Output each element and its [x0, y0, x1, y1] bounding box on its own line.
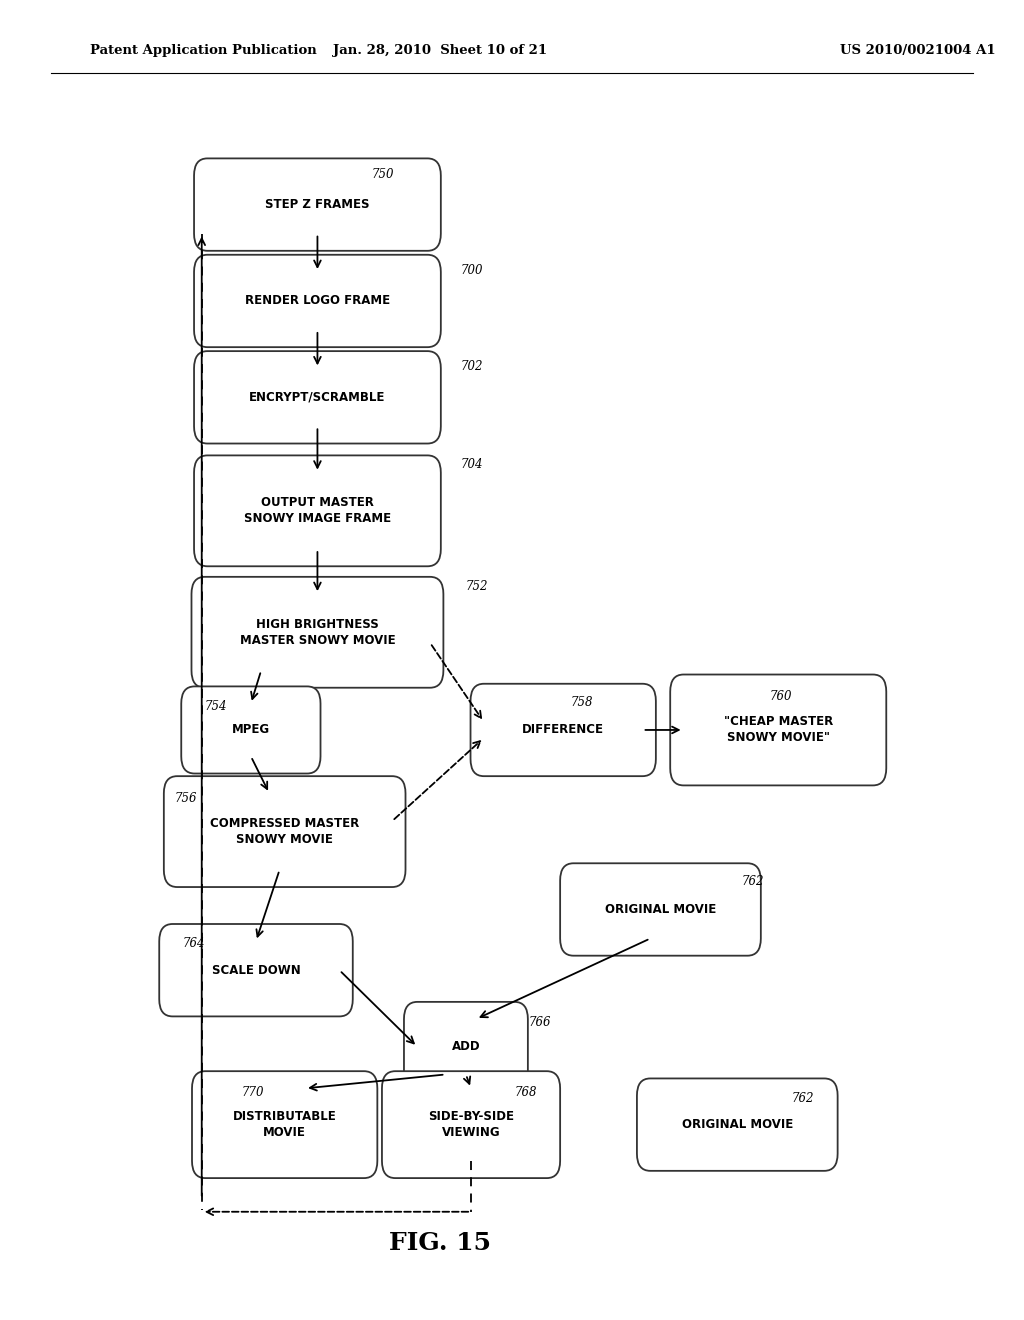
Text: "CHEAP MASTER
SNOWY MOVIE": "CHEAP MASTER SNOWY MOVIE": [724, 715, 833, 744]
Text: SCALE DOWN: SCALE DOWN: [212, 964, 300, 977]
FancyBboxPatch shape: [471, 684, 656, 776]
Text: US 2010/0021004 A1: US 2010/0021004 A1: [840, 44, 995, 57]
Text: 756: 756: [174, 792, 197, 805]
Text: 704: 704: [461, 458, 483, 471]
FancyBboxPatch shape: [195, 255, 440, 347]
Text: 770: 770: [242, 1086, 264, 1100]
Text: DIFFERENCE: DIFFERENCE: [522, 723, 604, 737]
FancyBboxPatch shape: [191, 577, 443, 688]
FancyBboxPatch shape: [560, 863, 761, 956]
Text: FIG. 15: FIG. 15: [389, 1232, 492, 1255]
Text: ORIGINAL MOVIE: ORIGINAL MOVIE: [682, 1118, 793, 1131]
Text: MPEG: MPEG: [231, 723, 270, 737]
Text: ENCRYPT/SCRAMBLE: ENCRYPT/SCRAMBLE: [249, 391, 386, 404]
Text: ADD: ADD: [452, 1040, 480, 1053]
Text: 766: 766: [528, 1016, 551, 1030]
FancyBboxPatch shape: [403, 1002, 528, 1092]
Text: 752: 752: [466, 579, 488, 593]
FancyBboxPatch shape: [159, 924, 352, 1016]
Text: HIGH BRIGHTNESS
MASTER SNOWY MOVIE: HIGH BRIGHTNESS MASTER SNOWY MOVIE: [240, 618, 395, 647]
Text: RENDER LOGO FRAME: RENDER LOGO FRAME: [245, 294, 390, 308]
Text: COMPRESSED MASTER
SNOWY MOVIE: COMPRESSED MASTER SNOWY MOVIE: [210, 817, 359, 846]
Text: ORIGINAL MOVIE: ORIGINAL MOVIE: [605, 903, 716, 916]
Text: 702: 702: [461, 360, 483, 374]
Text: 754: 754: [205, 700, 227, 713]
FancyBboxPatch shape: [164, 776, 406, 887]
Text: 760: 760: [770, 690, 793, 704]
Text: 762: 762: [792, 1092, 814, 1105]
Text: SIDE-BY-SIDE
VIEWING: SIDE-BY-SIDE VIEWING: [428, 1110, 514, 1139]
FancyBboxPatch shape: [181, 686, 321, 774]
Text: DISTRIBUTABLE
MOVIE: DISTRIBUTABLE MOVIE: [232, 1110, 337, 1139]
FancyBboxPatch shape: [637, 1078, 838, 1171]
FancyBboxPatch shape: [195, 158, 440, 251]
Text: 762: 762: [741, 875, 764, 888]
Text: Patent Application Publication: Patent Application Publication: [90, 44, 316, 57]
Text: STEP Z FRAMES: STEP Z FRAMES: [265, 198, 370, 211]
Text: 764: 764: [182, 937, 205, 950]
Text: OUTPUT MASTER
SNOWY IMAGE FRAME: OUTPUT MASTER SNOWY IMAGE FRAME: [244, 496, 391, 525]
Text: Jan. 28, 2010  Sheet 10 of 21: Jan. 28, 2010 Sheet 10 of 21: [333, 44, 548, 57]
Text: 768: 768: [515, 1086, 538, 1100]
FancyBboxPatch shape: [195, 351, 440, 444]
Text: 750: 750: [372, 168, 394, 181]
FancyBboxPatch shape: [670, 675, 886, 785]
FancyBboxPatch shape: [193, 1072, 377, 1177]
Text: 700: 700: [461, 264, 483, 277]
Text: 758: 758: [570, 696, 593, 709]
FancyBboxPatch shape: [382, 1072, 560, 1177]
FancyBboxPatch shape: [195, 455, 440, 566]
